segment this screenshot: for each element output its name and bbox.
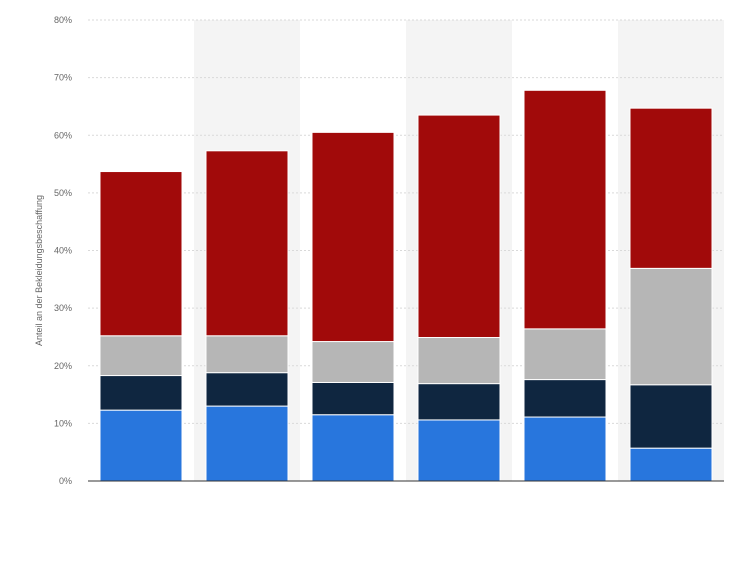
bar-segment: [99, 171, 183, 337]
bar-segment: [417, 383, 501, 421]
bar-segment: [311, 131, 395, 343]
y-tick-label: 80%: [54, 15, 72, 25]
y-axis-ticks: 0% 10% 20% 30% 40% 50% 60% 70% 80%: [54, 15, 72, 486]
bars: [99, 89, 713, 482]
y-axis-title: Anteil an der Bekleidungsbeschaffung: [34, 195, 44, 346]
bar-segment: [417, 419, 501, 482]
bar-segment: [629, 267, 713, 386]
y-tick-label: 70%: [54, 73, 72, 83]
bar-segment: [523, 379, 607, 418]
bar-segment: [523, 89, 607, 330]
y-tick-label: 10%: [54, 418, 72, 428]
y-tick-label: 50%: [54, 188, 72, 198]
bar-segment: [523, 328, 607, 381]
bar-segment: [311, 381, 395, 416]
bar-segment: [205, 405, 289, 482]
bar-segment: [205, 372, 289, 407]
bar-segment: [629, 107, 713, 269]
bar-segment: [523, 416, 607, 482]
bar-segment: [99, 409, 183, 482]
gridlines: [88, 19, 724, 424]
bar-segment: [417, 114, 501, 339]
bar-segment: [205, 335, 289, 374]
bar-segment: [629, 384, 713, 449]
bar-segment: [417, 337, 501, 385]
bar-segment: [311, 414, 395, 482]
y-tick-label: 60%: [54, 130, 72, 140]
bar-segment: [205, 150, 289, 337]
y-tick-label: 40%: [54, 246, 72, 256]
y-tick-label: 20%: [54, 361, 72, 371]
bar-segment: [311, 341, 395, 383]
bar-segment: [99, 375, 183, 411]
y-tick-label: 30%: [54, 303, 72, 313]
bar-segment: [629, 447, 713, 482]
y-tick-label: 0%: [59, 476, 72, 486]
bar-segment: [99, 335, 183, 377]
